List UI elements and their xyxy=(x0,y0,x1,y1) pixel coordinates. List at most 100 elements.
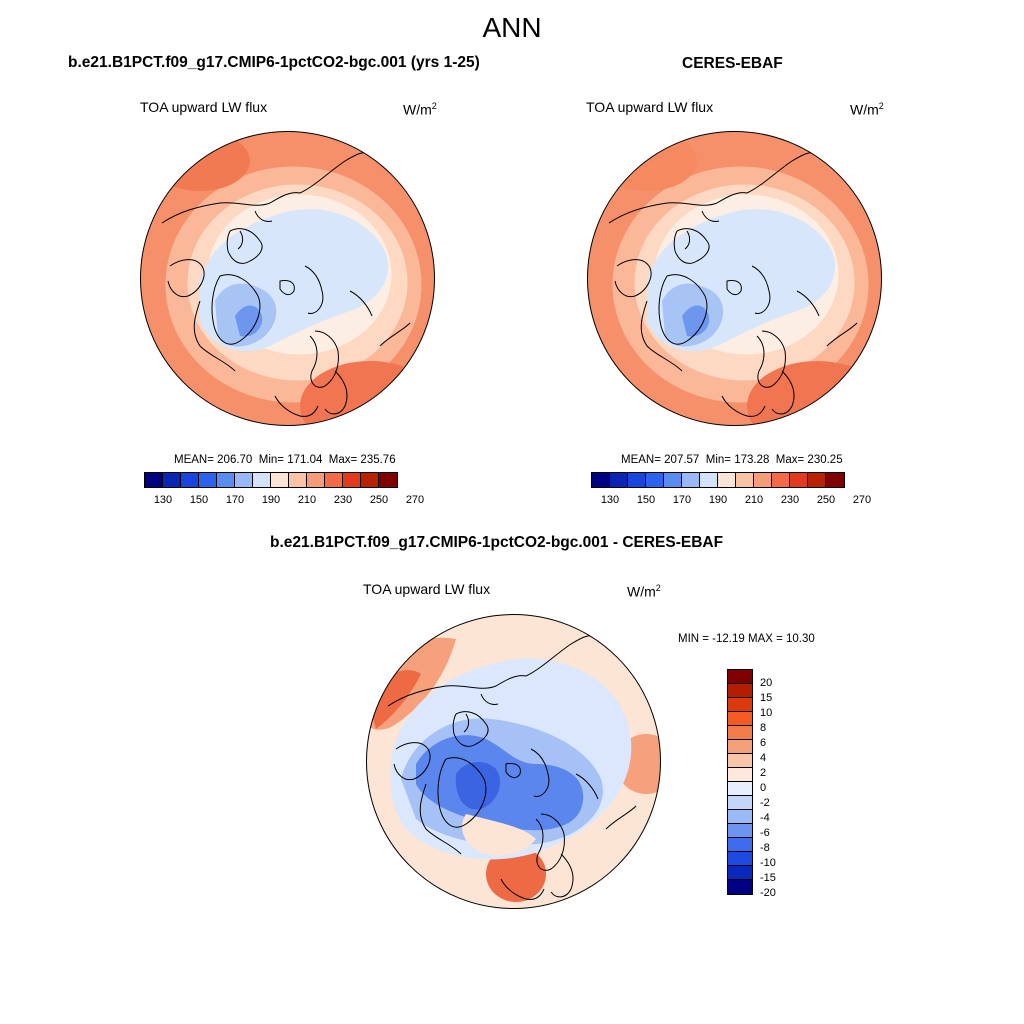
colorbar-swatch xyxy=(728,782,752,796)
colorbar-tick-label: 130 xyxy=(600,494,620,506)
coastline xyxy=(161,192,301,224)
obs-mean: 207.57 xyxy=(664,454,700,466)
colorbar-tick-label: 0 xyxy=(760,782,767,794)
model-max: 235.76 xyxy=(360,454,396,466)
coastline xyxy=(796,290,820,317)
colorbar-tick-label: 190 xyxy=(261,494,281,506)
coastline xyxy=(274,395,319,417)
colorbar-swatch xyxy=(728,670,752,684)
coastline xyxy=(379,322,411,347)
obs-polar-map xyxy=(587,131,882,426)
coastline xyxy=(535,813,565,871)
colorbar-swatch xyxy=(361,473,379,487)
coastline xyxy=(304,265,324,315)
colorbar-tick-label: 170 xyxy=(672,494,692,506)
colorbar-swatch xyxy=(199,473,217,487)
colorbar-swatch xyxy=(728,866,752,880)
colorbar-swatch xyxy=(664,473,682,487)
colorbar-swatch xyxy=(728,852,752,866)
coastline xyxy=(387,675,527,707)
obs-variable-label: TOA upward LW flux xyxy=(586,99,714,115)
colorbar-swatch xyxy=(728,754,752,768)
model-polar-map xyxy=(140,131,435,426)
diff-panel-title: b.e21.B1PCT.f09_g17.CMIP6-1pctCO2-bgc.00… xyxy=(270,534,724,551)
colorbar-tick-label: 210 xyxy=(744,494,764,506)
colorbar-swatch xyxy=(646,473,664,487)
model-min: 171.04 xyxy=(287,454,323,466)
colorbar-tick-label: 170 xyxy=(225,494,245,506)
colorbar-swatch xyxy=(808,473,826,487)
coastline xyxy=(701,210,720,222)
diff-colorbar-ticks: 20 15 10 8 6 4 2 0 -2 -4 -6 -8 -10 -15 -20 xyxy=(760,669,800,909)
colorbar-tick-label: 130 xyxy=(153,494,173,506)
colorbar-swatch xyxy=(728,824,752,838)
colorbar-swatch xyxy=(253,473,271,487)
diff-variable-label: TOA upward LW flux xyxy=(363,581,491,597)
coastline xyxy=(575,773,599,800)
obs-panel-title: CERES-EBAF xyxy=(682,55,783,72)
map-border xyxy=(140,131,435,426)
colorbar-swatch xyxy=(728,726,752,740)
coastline xyxy=(193,300,236,372)
model-colorbar xyxy=(144,472,398,488)
colorbar-tick-label: -4 xyxy=(760,812,770,824)
colorbar-swatch xyxy=(728,796,752,810)
colorbar-swatch xyxy=(592,473,610,487)
obs-units: W/m2 xyxy=(850,101,884,118)
diff-minmax: MIN = -12.19 MAX = 10.30 xyxy=(678,633,815,645)
colorbar-swatch xyxy=(754,473,772,487)
obs-stats: MEAN= 207.57 Min= 173.28 Max= 230.25 xyxy=(621,454,843,466)
colorbar-swatch xyxy=(728,712,752,726)
model-panel-title: b.e21.B1PCT.f09_g17.CMIP6-1pctCO2-bgc.00… xyxy=(68,54,480,71)
map-band-atlantic xyxy=(747,361,882,426)
colorbar-swatch xyxy=(700,473,718,487)
colorbar-swatch xyxy=(307,473,325,487)
colorbar-tick-label: 270 xyxy=(852,494,872,506)
coastline xyxy=(756,330,786,388)
colorbar-tick-label: 4 xyxy=(760,752,767,764)
colorbar-tick-label: 20 xyxy=(760,677,773,689)
coastline xyxy=(605,805,637,830)
colorbar-tick-label: 250 xyxy=(369,494,389,506)
obs-min: 173.28 xyxy=(734,454,770,466)
colorbar-tick-label: 270 xyxy=(405,494,425,506)
colorbar-swatch xyxy=(163,473,181,487)
coastline xyxy=(726,280,742,296)
coastline xyxy=(237,230,244,250)
coastline xyxy=(254,210,273,222)
obs-colorbar xyxy=(591,472,845,488)
coastline xyxy=(505,763,521,779)
diff-units: W/m2 xyxy=(627,583,661,600)
colorbar-tick-label: 15 xyxy=(760,692,773,704)
colorbar-tick-label: -15 xyxy=(760,872,776,884)
colorbar-swatch xyxy=(181,473,199,487)
map-border xyxy=(587,131,882,426)
coastline xyxy=(684,230,691,250)
colorbar-tick-label: 6 xyxy=(760,737,767,749)
colorbar-tick-label: -8 xyxy=(760,842,770,854)
colorbar-swatch xyxy=(343,473,361,487)
colorbar-swatch xyxy=(790,473,808,487)
coastline xyxy=(550,853,574,898)
colorbar-tick-label: -10 xyxy=(760,857,776,869)
coastline xyxy=(393,742,431,781)
colorbar-swatch xyxy=(628,473,646,487)
coastline xyxy=(419,783,462,855)
coastline xyxy=(452,711,489,747)
coastline xyxy=(279,280,295,296)
colorbar-swatch xyxy=(728,684,752,698)
model-variable-label: TOA upward LW flux xyxy=(140,99,268,115)
coastline xyxy=(211,274,261,345)
coastline xyxy=(721,395,766,417)
coastline xyxy=(608,192,748,224)
coastline xyxy=(614,259,652,298)
colorbar-swatch xyxy=(145,473,163,487)
colorbar-tick-label: 10 xyxy=(760,707,773,719)
coastline xyxy=(751,265,771,315)
coastline xyxy=(530,748,550,798)
figure-title: ANN xyxy=(482,12,542,43)
coastline xyxy=(349,290,373,317)
map-band-greenland-white xyxy=(462,814,536,856)
colorbar-tick-label: 8 xyxy=(760,722,767,734)
colorbar-tick-label: 150 xyxy=(189,494,209,506)
